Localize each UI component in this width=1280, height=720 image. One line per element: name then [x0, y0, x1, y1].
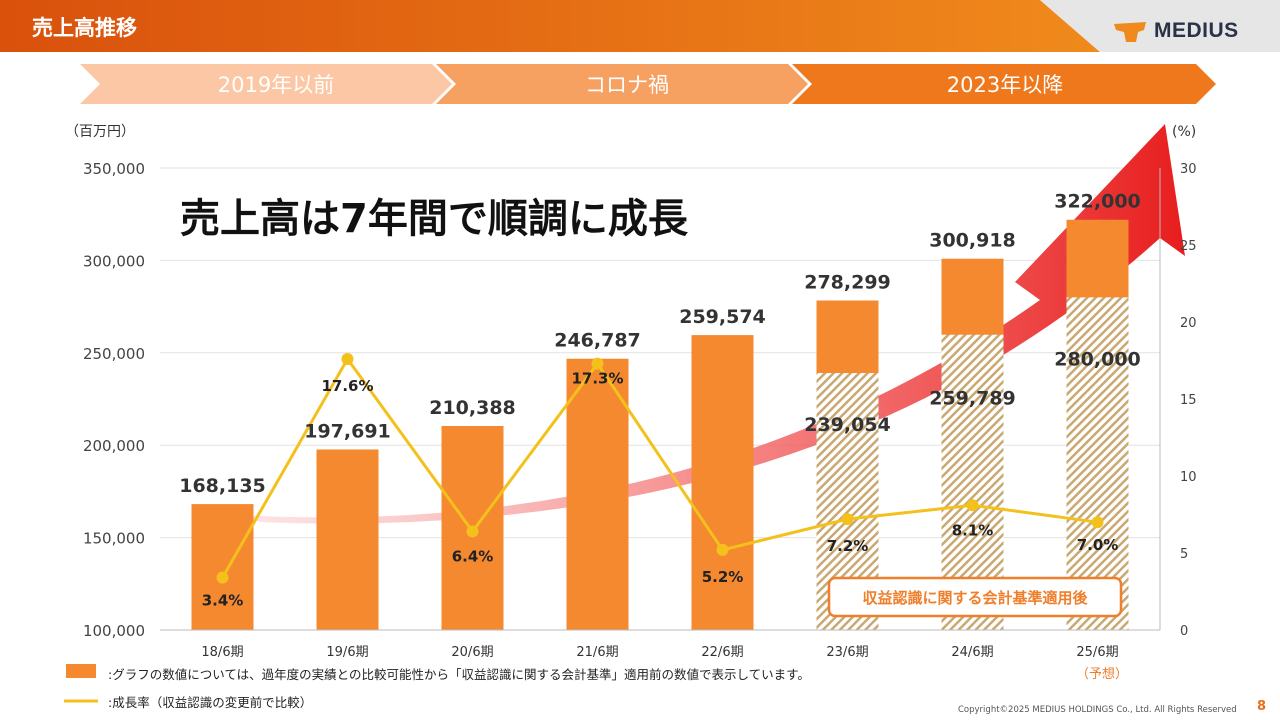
- growth-rate-line: [221, 356, 1098, 579]
- growth-rate-label: 8.1%: [952, 521, 994, 539]
- bar: [316, 449, 379, 630]
- growth-rate-point: [466, 525, 479, 538]
- phase-label: コロナ禍: [585, 73, 669, 97]
- annotation-text: 収益認識に関する会計基準適用後: [862, 589, 1088, 607]
- phase-label: 2023年以降: [947, 73, 1063, 97]
- copyright: Copyright©2025 MEDIUS HOLDINGS Co., Ltd.…: [958, 705, 1237, 715]
- header-band: [0, 0, 1100, 52]
- bar-after-value-label: 280,000: [1054, 348, 1141, 370]
- phase-chevron-post2023: [792, 64, 1216, 104]
- growth-rate-point: [341, 352, 354, 365]
- bar-value-label: 278,299: [804, 272, 891, 294]
- y-left-tick-label: 200,000: [83, 437, 145, 455]
- y-right-tick-label: 30: [1180, 162, 1197, 177]
- y-left-tick-label: 100,000: [83, 622, 145, 640]
- growth-rate-label: 5.2%: [702, 568, 744, 586]
- bar-value-label: 300,918: [929, 230, 1016, 252]
- phase-chevron-pre2019: [80, 64, 452, 104]
- bar-value-label: 246,787: [554, 330, 641, 352]
- growth-rate-label: 7.2%: [827, 537, 869, 555]
- growth-rate-label: 7.0%: [1077, 536, 1119, 554]
- phase-label: 2019年以前: [218, 73, 334, 97]
- logo-text: MEDIUS: [1154, 19, 1239, 42]
- growth-rate-label: 17.3%: [571, 370, 623, 388]
- legend-line-note: :成長率（収益認識の変更前で比較）: [108, 695, 313, 710]
- logo-mark-icon: [1114, 22, 1146, 42]
- bar-hatched: [1066, 297, 1129, 630]
- y-right-tick-label: 20: [1180, 316, 1197, 331]
- bar-value-label: 322,000: [1054, 191, 1141, 213]
- growth-rate-label: 3.4%: [202, 592, 244, 610]
- growth-rate-label: 17.6%: [321, 377, 373, 395]
- bar-value-label: 259,574: [679, 306, 766, 328]
- bar-value-label: 197,691: [304, 420, 391, 442]
- x-tick-label: 23/6期: [826, 645, 868, 660]
- legend-bar-note: :グラフの数値については、過年度の実績との比較可能性から「収益認識に関する会計基…: [108, 667, 810, 682]
- growth-rate-point: [841, 513, 854, 526]
- x-tick-label: 22/6期: [701, 645, 743, 660]
- y-left-tick-label: 250,000: [83, 345, 145, 363]
- y-left-tick-label: 300,000: [83, 252, 145, 270]
- x-tick-label: 24/6期: [951, 645, 993, 660]
- bar-value-label: 168,135: [179, 475, 266, 497]
- medius-logo: MEDIUS: [1112, 16, 1239, 46]
- bar: [691, 335, 754, 630]
- bar-value-label: 210,388: [429, 397, 516, 419]
- y-right-unit: (%): [1172, 124, 1196, 140]
- header-logo-area: [1040, 0, 1280, 52]
- forecast-note: （予想）: [1076, 666, 1128, 682]
- y-right-tick-label: 5: [1180, 547, 1188, 562]
- growth-rate-label: 6.4%: [452, 547, 494, 565]
- growth-rate-point: [716, 543, 729, 556]
- page-number: 8: [1257, 699, 1267, 714]
- y-right-tick-label: 15: [1180, 393, 1197, 408]
- y-right-tick-label: 10: [1180, 470, 1197, 485]
- x-tick-label: 19/6期: [326, 645, 368, 660]
- bar-after-value-label: 259,789: [929, 388, 1016, 410]
- x-tick-label: 18/6期: [201, 645, 243, 660]
- y-left-tick-label: 350,000: [83, 160, 145, 178]
- annotation-box: [827, 576, 1123, 618]
- growth-rate-point: [1091, 516, 1104, 529]
- x-tick-label: 21/6期: [576, 645, 618, 660]
- x-tick-label: 25/6期: [1076, 645, 1118, 660]
- growth-rate-point: [216, 571, 229, 584]
- bar-after-value-label: 239,054: [804, 414, 891, 436]
- y-left-unit: （百万円）: [65, 124, 135, 140]
- bar: [191, 504, 254, 630]
- growth-rate-point: [591, 357, 604, 370]
- legend-bar-swatch: [66, 664, 96, 678]
- y-right-tick-label: 0: [1180, 624, 1188, 639]
- page-title: 売上高推移: [32, 16, 137, 40]
- growth-rate-point: [966, 499, 979, 512]
- x-tick-label: 20/6期: [451, 645, 493, 660]
- phase-chevron-covid: [436, 64, 808, 104]
- y-left-tick-label: 150,000: [83, 530, 145, 548]
- bar: [566, 358, 629, 630]
- y-right-tick-label: 25: [1180, 239, 1197, 254]
- chart-title: 売上高は7年間で順調に成長: [180, 196, 689, 242]
